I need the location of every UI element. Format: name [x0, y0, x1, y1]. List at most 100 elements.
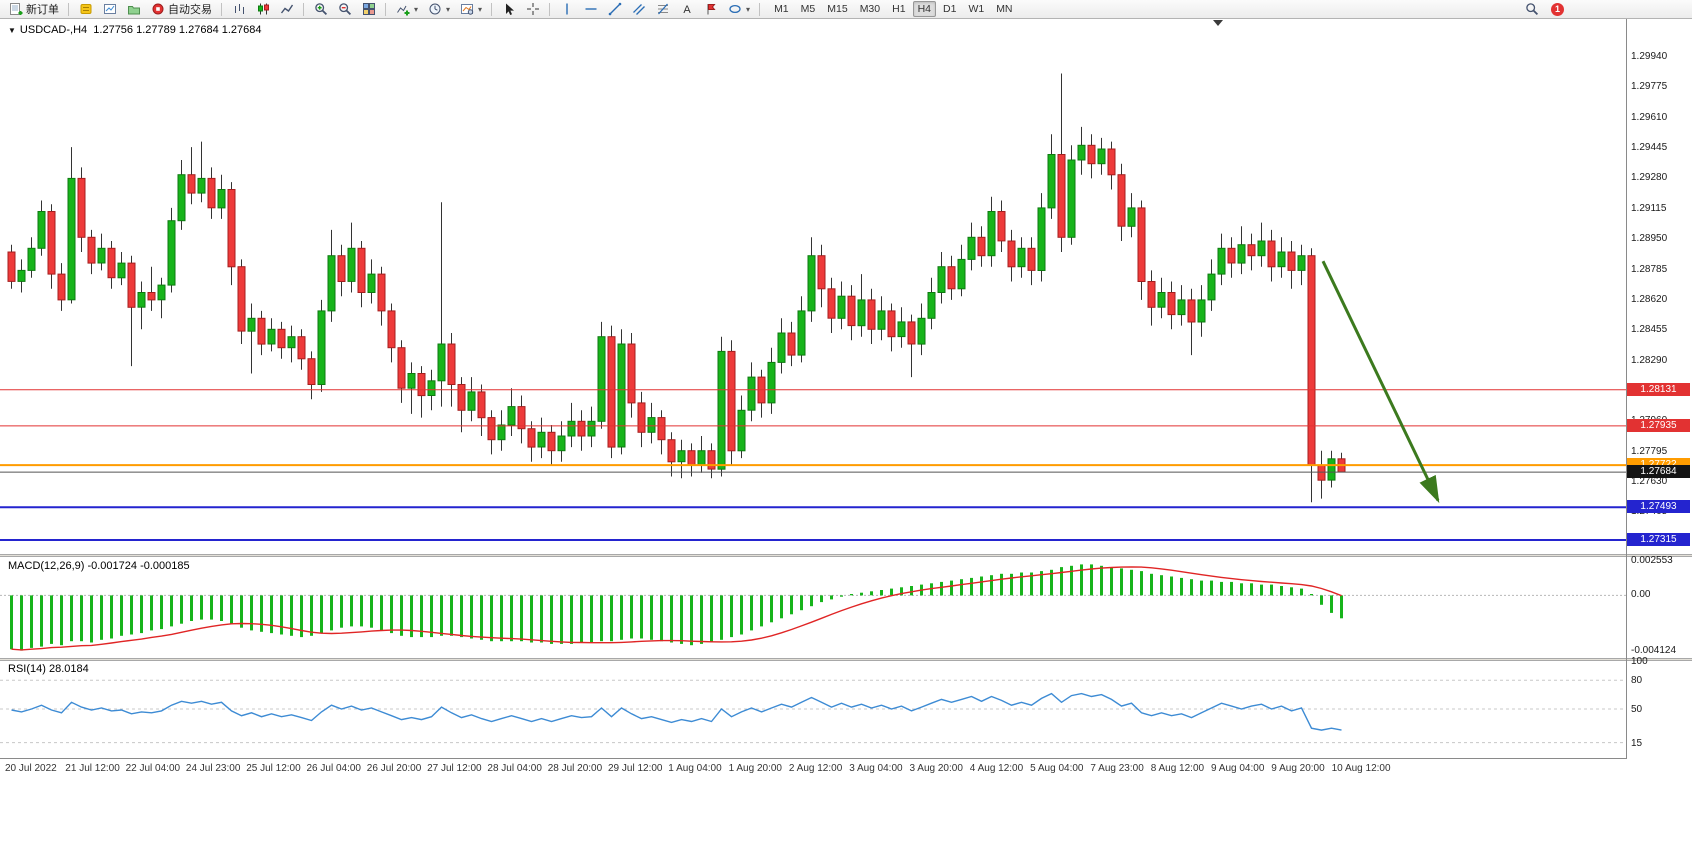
macd-axis-label: 0.00 [1631, 589, 1651, 600]
price-axis-label: 1.29115 [1631, 203, 1667, 214]
autotrading-label: 自动交易 [168, 4, 212, 16]
chevron-down-icon: ▾ [446, 4, 451, 14]
timeframe-mn-button[interactable]: MN [996, 3, 1013, 15]
crosshair-button[interactable] [521, 0, 544, 18]
toolbar: 新订单 自动交易 [0, 0, 1692, 19]
timeframe-m30-button[interactable]: M30 [859, 3, 881, 15]
fibonacci-button[interactable] [651, 0, 674, 18]
chart-title: ▼ USDCAD-,H4 1.27756 1.27789 1.27684 1.27… [8, 24, 262, 36]
time-axis[interactable]: 20 Jul 2022 21 Jul 12:00 22 Jul 04:00 24 Ju… [0, 758, 1627, 783]
chart-shift-marker[interactable] [1213, 20, 1223, 26]
time-axis-label: 10 Aug 12:00 [1331, 763, 1391, 774]
macd-signal-line [11, 566, 1342, 651]
price-axis[interactable]: 1.29940 1.29775 1.29610 1.29445 1.29280 1.291… [1627, 0, 1692, 843]
time-axis-label: 9 Aug 04:00 [1211, 763, 1265, 774]
trendline-icon [607, 2, 622, 16]
rsi-label: RSI(14) 28.0184 [8, 663, 89, 675]
search-icon[interactable] [1524, 2, 1539, 16]
equidistant-channel-icon [631, 2, 646, 16]
fibonacci-icon [655, 2, 670, 16]
new-order-button[interactable]: 新订单 [4, 0, 63, 18]
macd-histogram [10, 564, 1343, 651]
panel-splitter[interactable] [0, 554, 1692, 557]
chart-menu-icon[interactable]: ▼ [8, 26, 16, 35]
timeframe-h4-button[interactable]: H4 [912, 1, 936, 17]
toolbar-separator [385, 2, 386, 16]
notification-badge[interactable]: 1 [1551, 2, 1564, 16]
vertical-line-button[interactable] [555, 0, 578, 18]
chart-symbol-period: USDCAD-,H4 [19, 24, 88, 36]
toolbar-separator [491, 2, 493, 16]
time-axis-label: 8 Aug 12:00 [1150, 763, 1205, 774]
down-trend-arrow[interactable] [1321, 260, 1440, 504]
time-axis-label: 28 Jul 04:00 [487, 763, 542, 774]
price-badge-1.27935: 1.27935 [1627, 419, 1690, 432]
label-flag-icon [703, 2, 718, 16]
indicators-button[interactable]: ▾ [391, 0, 422, 18]
timeframe-m5-button[interactable]: M5 [800, 3, 816, 15]
price-chart-canvas[interactable] [0, 20, 1627, 554]
toolbar-separator [549, 2, 551, 16]
timeframe-m1-button[interactable]: M1 [774, 3, 789, 15]
macd-axis-label: -0.004124 [1631, 645, 1677, 656]
timeframe-m15-button[interactable]: M15 [827, 3, 848, 15]
chevron-down-icon: ▾ [414, 4, 419, 14]
tile-windows-button[interactable] [357, 0, 380, 18]
timeframe-w1-button[interactable]: W1 [968, 3, 985, 15]
bar-chart-button[interactable] [227, 0, 250, 18]
text-button[interactable]: A [675, 0, 698, 18]
time-axis-label: 26 Jul 20:00 [366, 763, 422, 774]
shapes-ellipse-icon [727, 2, 742, 16]
crosshair-icon [525, 2, 540, 16]
timeframe-h1-button[interactable]: H1 [892, 3, 906, 15]
zoom-out-button[interactable] [333, 0, 356, 18]
toolbar-separator [221, 2, 222, 16]
chevron-down-icon: ▾ [478, 4, 483, 14]
zoom-out-icon [337, 2, 352, 16]
time-axis-label: 3 Aug 04:00 [849, 763, 903, 774]
price-axis-label: 1.27795 [1631, 446, 1668, 457]
templates-button[interactable]: ▾ [455, 0, 486, 18]
price-axis-label: 1.29445 [1631, 142, 1668, 153]
metaeditor-button[interactable] [74, 0, 97, 18]
shapes-button[interactable]: ▾ [723, 0, 754, 18]
bid-price-badge: 1.27684 [1627, 465, 1690, 478]
timeframe-d1-button[interactable]: D1 [943, 3, 957, 15]
timeframe-group: M1 M5 M15 M30 H1 H4 D1 W1 MN [769, 1, 1017, 17]
price-axis-label: 1.27630 [1631, 476, 1668, 487]
profiles-button[interactable] [122, 0, 145, 18]
time-axis-label: 7 Aug 23:00 [1090, 763, 1144, 774]
time-axis-label: 29 Jul 12:00 [608, 763, 663, 774]
horizontal-line-button[interactable] [579, 0, 602, 18]
price-axis-label: 1.29775 [1631, 81, 1668, 92]
new-chart-button[interactable] [98, 0, 121, 18]
trendline-button[interactable] [603, 0, 626, 18]
macd-label: MACD(12,26,9) -0.001724 -0.000185 [8, 560, 190, 572]
time-axis-label: 26 Jul 04:00 [306, 763, 362, 774]
rsi-panel[interactable] [0, 661, 1627, 757]
autotrading-button[interactable]: 自动交易 [146, 0, 216, 18]
price-axis-label: 1.28950 [1631, 233, 1668, 244]
price-axis-label: 1.28290 [1631, 355, 1668, 366]
price-badge-1.28131: 1.28131 [1627, 383, 1690, 396]
rsi-line [11, 692, 1342, 731]
text-icon: A [679, 2, 694, 16]
macd-panel[interactable] [0, 557, 1627, 658]
cursor-button[interactable] [497, 0, 520, 18]
time-axis-label: 22 Jul 04:00 [125, 763, 181, 774]
candles [7, 73, 1346, 503]
panel-splitter[interactable] [0, 658, 1692, 661]
arrows-button[interactable] [699, 0, 722, 18]
time-axis-label: 2 Aug 12:00 [788, 763, 843, 774]
zoom-in-button[interactable] [309, 0, 332, 18]
candlestick-chart-button[interactable] [251, 0, 274, 18]
line-chart-button[interactable] [275, 0, 298, 18]
periods-button[interactable]: ▾ [423, 0, 454, 18]
toolbar-separator [68, 2, 69, 16]
indicators-icon [395, 2, 410, 16]
line-chart-icon [279, 2, 294, 16]
zoom-in-icon [313, 2, 328, 16]
channel-button[interactable] [627, 0, 650, 18]
tile-windows-icon [361, 2, 376, 16]
vertical-line-icon [559, 2, 574, 16]
